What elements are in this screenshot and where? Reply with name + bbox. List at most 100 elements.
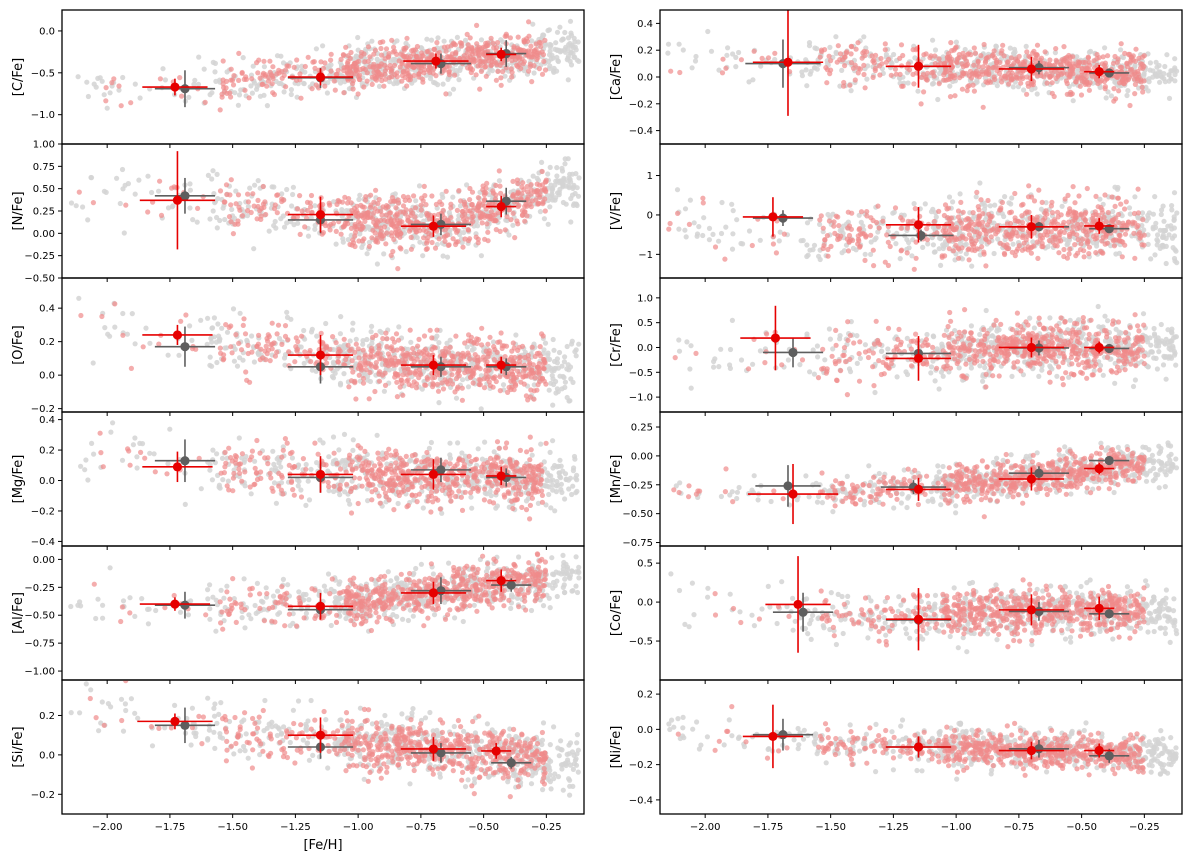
pink-point <box>396 226 401 231</box>
pink-point <box>467 236 472 241</box>
pink-point <box>338 486 343 491</box>
pink-point <box>393 460 398 465</box>
pink-point <box>258 469 263 474</box>
pink-point <box>434 460 439 465</box>
pink-point <box>352 379 357 384</box>
grey-point <box>306 479 311 484</box>
pink-point <box>482 198 487 203</box>
y-axis-label: [N/Fe] <box>11 191 26 230</box>
grey-point <box>290 192 295 197</box>
pink-point <box>470 67 475 72</box>
grey-point <box>354 53 359 58</box>
grey-point <box>302 361 307 366</box>
pink-point <box>424 359 429 364</box>
grey-point <box>112 325 117 330</box>
grey-point <box>134 454 139 459</box>
pink-point <box>448 345 453 350</box>
plot-area <box>69 151 582 271</box>
grey-point <box>231 306 236 311</box>
pink-point <box>203 100 208 105</box>
pink-point <box>419 50 424 55</box>
pink-point <box>540 493 545 498</box>
grey-point <box>551 382 556 387</box>
grey-point <box>220 477 225 482</box>
pink-point <box>526 491 531 496</box>
pink-point <box>498 63 503 68</box>
pink-point <box>427 216 432 221</box>
y-tick-label: 1.00 <box>33 140 55 151</box>
pink-point <box>329 52 334 57</box>
pink-point <box>477 469 482 474</box>
grey-point <box>493 506 498 511</box>
pink-point <box>389 74 394 79</box>
grey-point <box>289 87 294 92</box>
grey-point <box>329 623 334 628</box>
grey-point <box>559 166 564 171</box>
pink-point <box>535 192 540 197</box>
pink-point <box>437 199 442 204</box>
pink-point <box>380 336 385 341</box>
pink-point <box>389 68 394 73</box>
pink-point <box>243 369 248 374</box>
grey-point <box>350 321 355 326</box>
grey-point <box>160 66 165 71</box>
grey-point <box>394 38 399 43</box>
grey-point <box>532 70 537 75</box>
pink-point <box>365 79 370 84</box>
grey-point <box>138 95 143 100</box>
pink-point <box>492 374 497 379</box>
grey-point <box>332 589 337 594</box>
grey-point <box>105 332 110 337</box>
grey-point <box>573 171 578 176</box>
pink-point <box>407 352 412 357</box>
grey-point <box>133 192 138 197</box>
pink-point <box>255 70 260 75</box>
pink-point <box>415 352 420 357</box>
pink-point <box>395 394 400 399</box>
grey-point <box>196 82 201 87</box>
y-tick-label: −1.0 <box>31 110 55 121</box>
pink-point <box>383 383 388 388</box>
pink-point <box>377 346 382 351</box>
red-mean-marker <box>173 196 182 205</box>
pink-point <box>377 467 382 472</box>
pink-point <box>476 487 481 492</box>
grey-point <box>210 325 215 330</box>
grey-point <box>568 19 573 24</box>
pink-point <box>383 68 388 73</box>
pink-point <box>460 386 465 391</box>
pink-point <box>357 373 362 378</box>
grey-point <box>466 384 471 389</box>
grey-point <box>166 353 171 358</box>
y-tick-label: −0.2 <box>31 506 55 517</box>
pink-point <box>538 44 543 49</box>
grey-point <box>469 506 474 511</box>
pink-point <box>455 386 460 391</box>
grey-point <box>356 197 361 202</box>
plot-area <box>76 19 582 113</box>
pink-point <box>482 215 487 220</box>
grey-point <box>136 178 141 183</box>
panel-nfe: 1.000.750.500.250.00−0.25−0.50[N/Fe] <box>11 140 584 285</box>
pink-point <box>294 335 299 340</box>
pink-point <box>233 332 238 337</box>
grey-point <box>133 341 138 346</box>
pink-point <box>413 372 418 377</box>
pink-point <box>398 385 403 390</box>
pink-point <box>389 358 394 363</box>
pink-point <box>360 468 365 473</box>
pink-point <box>230 488 235 493</box>
red-mean-marker <box>497 202 506 211</box>
y-tick-label: −0.4 <box>31 537 55 548</box>
pink-point <box>236 205 241 210</box>
pink-point <box>414 381 419 386</box>
grey-point <box>302 81 307 86</box>
pink-point <box>353 485 358 490</box>
pink-point <box>429 335 434 340</box>
pink-point <box>266 332 271 337</box>
grey-point <box>226 479 231 484</box>
pink-point <box>286 349 291 354</box>
grey-point <box>237 92 242 97</box>
pink-point <box>298 96 303 101</box>
pink-point <box>358 445 363 450</box>
